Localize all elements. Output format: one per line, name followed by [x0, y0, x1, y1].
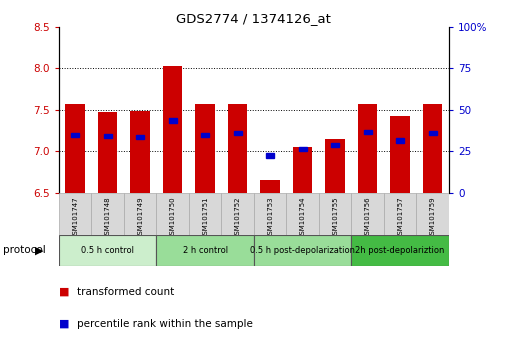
Bar: [266, 153, 274, 158]
Text: 0.5 h post-depolarization: 0.5 h post-depolarization: [250, 246, 355, 255]
Text: GSM101753: GSM101753: [267, 196, 273, 239]
Bar: [189, 193, 222, 235]
Bar: [319, 193, 351, 235]
Bar: [331, 143, 339, 147]
Bar: [396, 138, 404, 143]
Text: GSM101747: GSM101747: [72, 196, 78, 239]
Bar: [351, 235, 449, 266]
Text: GSM101749: GSM101749: [137, 196, 143, 239]
Text: GSM101754: GSM101754: [300, 196, 306, 239]
Bar: [124, 193, 156, 235]
Bar: [156, 235, 254, 266]
Bar: [156, 193, 189, 235]
Bar: [351, 193, 384, 235]
Bar: [234, 131, 242, 135]
Text: 2 h control: 2 h control: [183, 246, 228, 255]
Bar: [390, 116, 410, 193]
Bar: [254, 193, 286, 235]
Bar: [169, 119, 176, 122]
Bar: [286, 193, 319, 235]
Text: GDS2774 / 1374126_at: GDS2774 / 1374126_at: [176, 12, 331, 25]
Text: GSM101752: GSM101752: [234, 196, 241, 239]
Bar: [299, 147, 307, 151]
Text: 2h post-depolariztion: 2h post-depolariztion: [356, 246, 445, 255]
Bar: [136, 135, 144, 139]
Bar: [130, 112, 150, 193]
Bar: [423, 104, 442, 193]
Bar: [59, 193, 91, 235]
Bar: [325, 139, 345, 193]
Text: GSM101757: GSM101757: [397, 196, 403, 239]
Bar: [222, 193, 254, 235]
Bar: [254, 235, 351, 266]
Bar: [364, 130, 371, 134]
Bar: [201, 133, 209, 137]
Text: GSM101748: GSM101748: [105, 196, 111, 239]
Bar: [293, 147, 312, 193]
Bar: [358, 104, 378, 193]
Text: ▶: ▶: [35, 245, 44, 256]
Text: GSM101751: GSM101751: [202, 196, 208, 239]
Text: GSM101759: GSM101759: [429, 196, 436, 239]
Bar: [71, 133, 79, 137]
Text: GSM101750: GSM101750: [170, 196, 176, 239]
Bar: [384, 193, 417, 235]
Bar: [417, 193, 449, 235]
Bar: [429, 131, 437, 135]
Text: GSM101756: GSM101756: [365, 196, 371, 239]
Bar: [59, 235, 156, 266]
Bar: [98, 112, 117, 193]
Bar: [228, 104, 247, 193]
Text: ■: ■: [59, 319, 69, 329]
Bar: [261, 181, 280, 193]
Bar: [104, 134, 112, 138]
Bar: [163, 67, 183, 193]
Bar: [195, 104, 215, 193]
Text: protocol: protocol: [3, 245, 45, 256]
Bar: [91, 193, 124, 235]
Text: ■: ■: [59, 287, 69, 297]
Text: transformed count: transformed count: [77, 287, 174, 297]
Text: GSM101755: GSM101755: [332, 196, 338, 239]
Bar: [66, 104, 85, 193]
Text: percentile rank within the sample: percentile rank within the sample: [77, 319, 253, 329]
Text: 0.5 h control: 0.5 h control: [81, 246, 134, 255]
